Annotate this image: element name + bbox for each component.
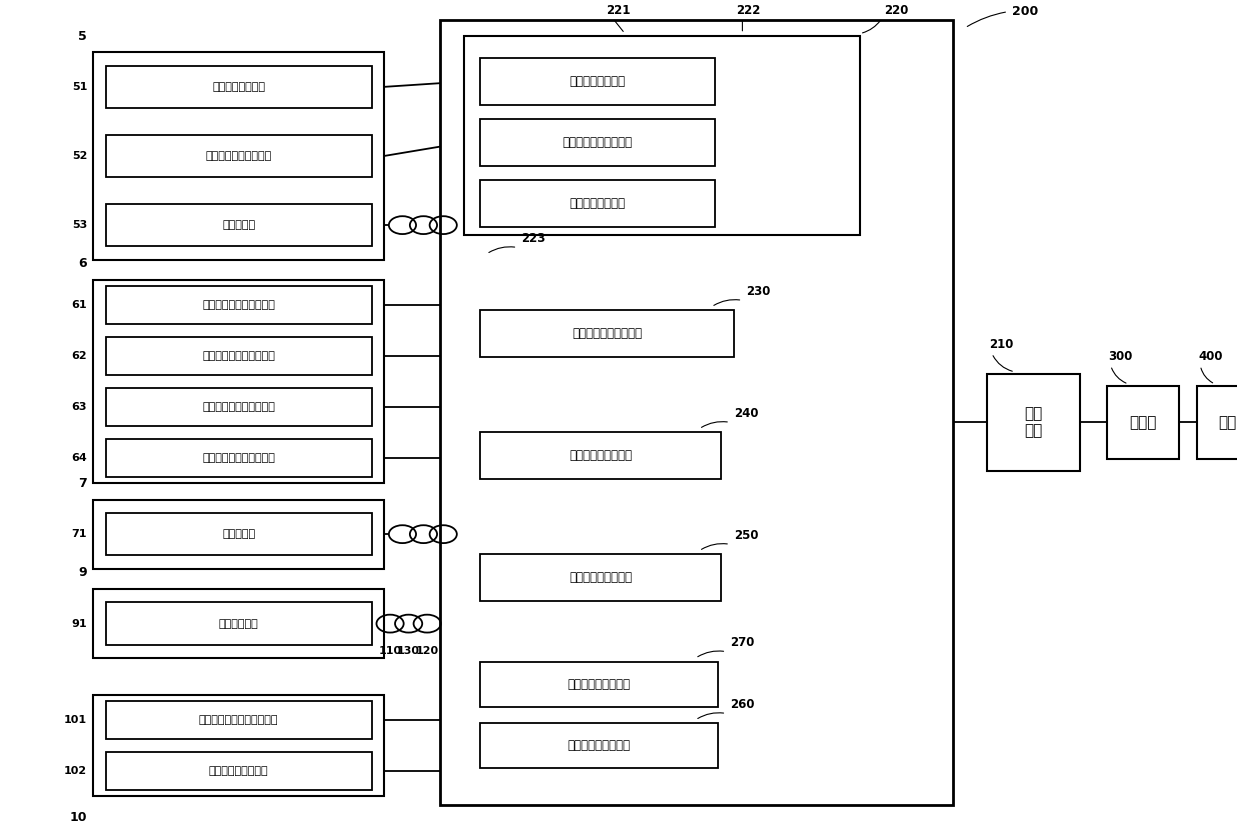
Text: 220: 220 (885, 3, 909, 17)
Text: 9: 9 (78, 567, 87, 579)
Text: 222: 222 (736, 3, 761, 17)
Text: 第三氧化碳液度监测装置: 第三氧化碳液度监测装置 (202, 402, 275, 412)
FancyBboxPatch shape (481, 554, 721, 601)
Text: 第二氧化碳浓度监测装置: 第二氧化碳浓度监测装置 (202, 351, 275, 361)
Text: 终端: 终端 (1218, 415, 1237, 430)
FancyBboxPatch shape (481, 310, 733, 358)
Text: 210: 210 (989, 338, 1014, 351)
FancyBboxPatch shape (481, 58, 715, 105)
Text: 柜位计数据处理模块: 柜位计数据处理模块 (567, 678, 631, 691)
Text: 第一氧化碳浓度监测装置: 第一氧化碳浓度监测装置 (202, 301, 275, 311)
Text: 活塞倾斜度处理模块: 活塞倾斜度处理模块 (570, 571, 632, 584)
Text: 第一图像数据处理模块: 第一图像数据处理模块 (563, 136, 633, 149)
FancyBboxPatch shape (105, 701, 372, 739)
Text: 52: 52 (72, 151, 87, 161)
Text: 张力传感器: 张力传感器 (222, 220, 255, 230)
Text: 活塞偏心距处理模块: 活塞偏心距处理模块 (570, 449, 632, 463)
FancyBboxPatch shape (105, 752, 372, 790)
FancyBboxPatch shape (105, 388, 372, 426)
Text: 260: 260 (730, 698, 755, 711)
Text: 120: 120 (415, 646, 439, 656)
Text: 62: 62 (72, 351, 87, 361)
FancyBboxPatch shape (105, 513, 372, 555)
Text: 240: 240 (733, 407, 758, 420)
Text: 水位测量装置: 水位测量装置 (219, 619, 259, 629)
Text: 5: 5 (78, 30, 87, 43)
Text: 250: 250 (733, 529, 758, 542)
Text: 51: 51 (72, 82, 87, 92)
Text: 第一防爆图像采集装置: 第一防爆图像采集装置 (206, 151, 271, 161)
FancyBboxPatch shape (93, 280, 384, 483)
Text: 预警
模块: 预警 模块 (1025, 406, 1043, 439)
FancyBboxPatch shape (481, 119, 715, 166)
Text: 71: 71 (72, 529, 87, 539)
Text: 防噪音频采集装置: 防噪音频采集装置 (212, 82, 265, 92)
FancyBboxPatch shape (481, 724, 717, 768)
Text: 柜位计数据处理模块: 柜位计数据处理模块 (567, 739, 631, 752)
FancyBboxPatch shape (93, 52, 384, 259)
Text: 第四氧化碳液度监测装置: 第四氧化碳液度监测装置 (202, 453, 275, 463)
Text: 6: 6 (78, 257, 87, 270)
Text: 防爆测距仪: 防爆测距仪 (222, 529, 255, 539)
FancyBboxPatch shape (987, 373, 1080, 471)
FancyBboxPatch shape (93, 695, 384, 796)
Text: 221: 221 (606, 3, 631, 17)
Text: 200: 200 (1012, 5, 1038, 18)
Text: 102: 102 (64, 766, 87, 776)
Text: 101: 101 (64, 715, 87, 725)
FancyBboxPatch shape (481, 432, 721, 479)
Text: 63: 63 (72, 402, 87, 412)
FancyBboxPatch shape (105, 135, 372, 177)
FancyBboxPatch shape (440, 20, 953, 805)
Text: 400: 400 (1198, 350, 1223, 363)
FancyBboxPatch shape (93, 589, 384, 658)
FancyBboxPatch shape (105, 439, 372, 477)
Text: 130: 130 (398, 646, 420, 656)
Text: 音频数据处理模块: 音频数据处理模块 (570, 75, 626, 88)
Text: 云平台: 云平台 (1129, 415, 1156, 430)
FancyBboxPatch shape (1108, 386, 1178, 459)
FancyBboxPatch shape (465, 36, 860, 235)
Text: 一氧化碳浓度处理模块: 一氧化碳浓度处理模块 (572, 327, 642, 340)
FancyBboxPatch shape (93, 500, 384, 569)
Text: 300: 300 (1109, 350, 1132, 363)
FancyBboxPatch shape (105, 287, 372, 325)
FancyBboxPatch shape (1197, 386, 1239, 459)
Text: 64: 64 (72, 453, 87, 463)
Text: 230: 230 (746, 285, 771, 298)
FancyBboxPatch shape (481, 180, 715, 227)
Text: 7: 7 (78, 477, 87, 490)
Text: 53: 53 (72, 220, 87, 230)
FancyBboxPatch shape (105, 337, 372, 375)
Text: 223: 223 (522, 232, 545, 245)
Text: 10: 10 (69, 811, 87, 824)
Text: 91: 91 (72, 619, 87, 629)
FancyBboxPatch shape (105, 204, 372, 246)
FancyBboxPatch shape (481, 662, 717, 707)
Text: 张力数据处理模块: 张力数据处理模块 (570, 197, 626, 210)
Text: 柜外第二防爆图像采集装置: 柜外第二防爆图像采集装置 (199, 715, 279, 725)
FancyBboxPatch shape (105, 66, 372, 108)
FancyBboxPatch shape (105, 602, 372, 645)
Text: 110: 110 (379, 646, 401, 656)
Text: 非接触式数字柜位计: 非接触式数字柜位计 (209, 766, 269, 776)
Text: 270: 270 (730, 636, 755, 649)
Text: 61: 61 (72, 301, 87, 311)
